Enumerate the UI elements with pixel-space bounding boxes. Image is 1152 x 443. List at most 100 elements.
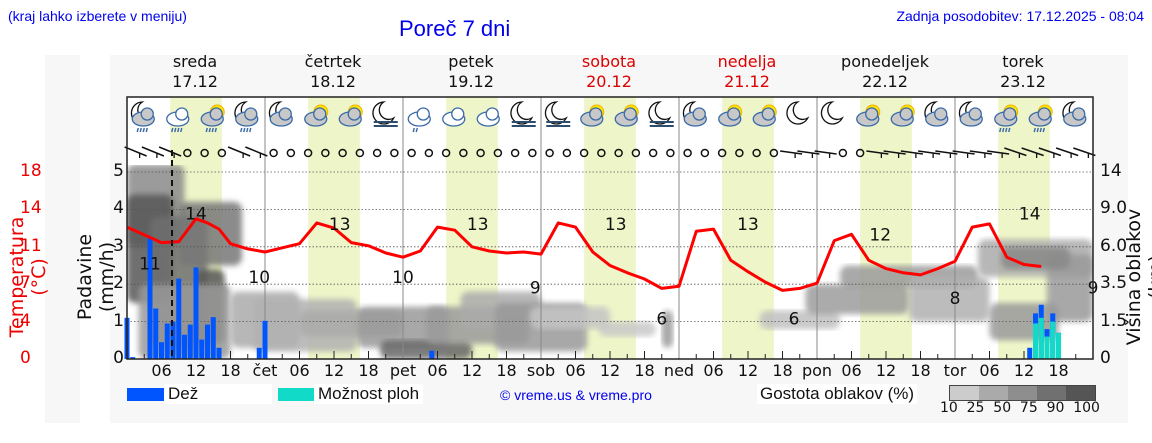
sun-cloud-rain-icon <box>200 104 225 133</box>
time-tick-label: 06 <box>979 361 1000 380</box>
copyright-link[interactable]: © vreme.us & vreme.pro <box>500 387 652 403</box>
density-swatch <box>950 386 979 400</box>
day-label-3: petek 19.12 <box>411 52 531 92</box>
day-date: 18.12 <box>310 72 356 91</box>
time-tick-label: 06 <box>289 361 310 380</box>
moon-cloud-icon <box>924 101 949 127</box>
day-label-6: ponedeljek 22.12 <box>825 52 945 92</box>
svg-text:13: 13 <box>329 215 351 235</box>
tick-label: 0 <box>1100 348 1111 368</box>
day-date: 22.12 <box>862 72 908 91</box>
time-tick-label: 18 <box>358 361 379 380</box>
time-tick-label: pet <box>389 361 417 380</box>
svg-text:6: 6 <box>789 310 800 330</box>
moon-fog-icon <box>648 101 674 127</box>
sun-cloud-icon <box>304 104 329 127</box>
density-swatch <box>1037 386 1066 400</box>
moon-fog-icon <box>510 101 536 127</box>
sun-cloud-rain-icon <box>1028 104 1053 133</box>
tick-label: 4 <box>20 310 31 331</box>
tick-label: 5 <box>113 161 124 181</box>
cloud-drizzle-icon <box>407 107 431 133</box>
density-step-label: 75 <box>1019 400 1038 416</box>
day-label-2: četrtek 18.12 <box>273 52 393 92</box>
time-tick-label: čet <box>252 361 278 380</box>
density-step-label: 25 <box>966 400 985 416</box>
time-tick-label: 18 <box>772 361 793 380</box>
time-tick-label: 12 <box>737 361 759 380</box>
rain-legend-label: Dež <box>164 384 272 404</box>
moon-fog-icon <box>544 101 571 127</box>
tick-label: 4 <box>113 198 124 219</box>
cloud-icon <box>476 107 500 127</box>
day-name: nedelja <box>717 52 777 71</box>
day-name: torek <box>1002 52 1044 71</box>
page-title: Poreč 7 dni <box>399 16 511 41</box>
day-name: petek <box>448 52 494 71</box>
sun-cloud-icon <box>856 104 881 127</box>
density-step-label: 50 <box>993 400 1012 416</box>
time-tick-label: 12 <box>1013 361 1035 380</box>
svg-text:11: 11 <box>139 255 161 275</box>
day-date: 17.12 <box>172 72 218 91</box>
time-tick-label: pon <box>801 361 833 380</box>
cloud-density-scale <box>949 385 1096 401</box>
svg-text:12: 12 <box>869 225 891 245</box>
svg-text:14: 14 <box>1019 205 1041 225</box>
time-tick-label: 18 <box>634 361 655 380</box>
moon-icon <box>786 101 810 125</box>
tick-label: 0 <box>113 348 124 368</box>
tick-label: 6.0 <box>1100 235 1128 256</box>
plot-frame <box>126 96 1094 360</box>
sun-cloud-icon <box>718 104 743 127</box>
tick-label: 14 <box>20 198 42 219</box>
day-name: sreda <box>172 52 218 71</box>
moon-cloud-rain-icon <box>130 101 155 133</box>
moon-fog-icon <box>372 101 398 127</box>
location-hint: (kraj lahko izberete v meniju) <box>8 8 187 24</box>
moon-cloud-icon <box>958 101 983 127</box>
day-label-7: torek 23.12 <box>963 52 1083 92</box>
temperature-line <box>126 217 1042 292</box>
density-swatch <box>1008 386 1037 400</box>
tick-label: 14 <box>1100 161 1122 181</box>
tick-label: 1.5 <box>1100 310 1128 331</box>
svg-text:14: 14 <box>185 205 207 225</box>
density-swatch <box>979 386 1008 400</box>
density-step-label: 100 <box>1073 400 1100 416</box>
moon-cloud-rain-icon <box>234 101 259 133</box>
rain-legend-swatch <box>127 388 175 401</box>
time-tick-label: 06 <box>427 361 448 380</box>
time-tick-label: 18 <box>220 361 241 380</box>
last-update: Zadnja posodobitev: 17.12.2025 - 08:04 <box>896 8 1144 24</box>
svg-text:9: 9 <box>530 279 541 299</box>
time-tick-label: ned <box>663 361 695 380</box>
density-step-label: 90 <box>1046 400 1065 416</box>
time-tick-label: sob <box>526 361 556 380</box>
tick-label: 11 <box>20 235 42 256</box>
sun-cloud-icon <box>338 104 363 127</box>
day-name: sobota <box>581 52 637 71</box>
svg-text:13: 13 <box>737 215 759 235</box>
time-tick-label: 12 <box>599 361 621 380</box>
svg-text:8: 8 <box>950 289 961 309</box>
moon-icon <box>820 101 844 125</box>
time-tick-label: 12 <box>323 361 345 380</box>
day-date: 19.12 <box>448 72 494 91</box>
time-tick-label: 12 <box>185 361 207 380</box>
time-tick-label: 12 <box>875 361 897 380</box>
time-tick-label: 18 <box>910 361 931 380</box>
tick-label: 3 <box>113 235 124 256</box>
weather-icons-row <box>130 101 1087 133</box>
time-tick-label: 06 <box>841 361 862 380</box>
day-label-5: nedelja 21.12 <box>687 52 807 92</box>
moon-cloud-icon <box>682 101 707 127</box>
day-date: 21.12 <box>724 72 770 91</box>
sun-cloud-rain-icon <box>994 104 1019 133</box>
cloud-density-legend-title: Gostota oblakov (%) <box>757 384 918 404</box>
tick-label: 3.5 <box>1100 273 1128 294</box>
time-tick-label: 06 <box>565 361 586 380</box>
svg-text:10: 10 <box>248 268 270 288</box>
